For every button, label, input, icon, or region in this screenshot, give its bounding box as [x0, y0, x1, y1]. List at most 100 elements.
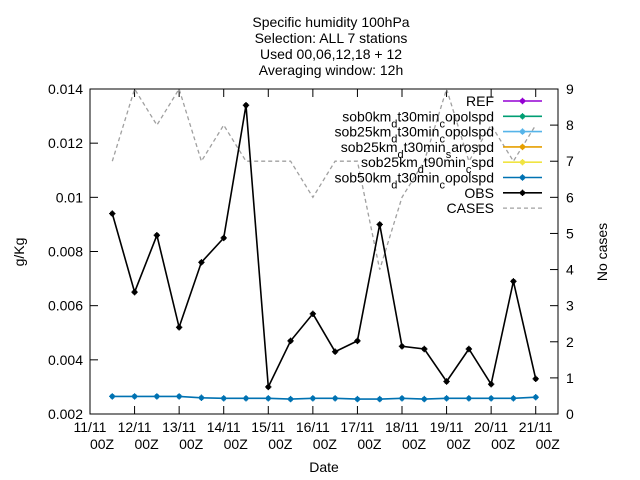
x-tick-label-date: 19/11	[430, 419, 464, 435]
data-point-cross-sob50km-dt30min-copolspd	[398, 395, 406, 402]
y2-tick-label: 6	[566, 189, 574, 205]
x-tick-label-date: 15/11	[251, 419, 285, 435]
x-tick-label-date: 20/11	[474, 419, 508, 435]
data-point-cross-sob50km-dt30min-copolspd	[465, 395, 473, 402]
y-tick-label: 0.004	[48, 352, 83, 368]
x-tick-label-hour: 00Z	[357, 436, 382, 452]
chart-title-line: Used 00,06,12,18 + 12	[260, 46, 402, 62]
data-point-cross-obs	[265, 383, 272, 391]
legend-key-marker-cross	[519, 128, 526, 135]
y-tick-label: 0.008	[48, 244, 83, 260]
legend-key-marker-cross	[519, 174, 526, 181]
data-point-cross-sob50km-dt30min-copolspd	[220, 395, 227, 402]
data-point-cross-sob50km-dt30min-copolspd	[487, 395, 495, 402]
data-point-cross-sob50km-dt30min-copolspd	[421, 395, 428, 403]
x-tick-label-hour: 00Z	[90, 436, 115, 452]
data-point-cross-obs	[510, 278, 517, 285]
data-point-cross-obs	[354, 337, 361, 345]
data-point-cross-sob50km-dt30min-copolspd	[131, 393, 138, 400]
legend-label: OBS	[464, 185, 494, 201]
legend-key-marker-cross	[519, 97, 526, 105]
y2-tick-label: 0	[566, 406, 574, 422]
x-axis-ticks: 11/1100Z12/1100Z13/1100Z14/1100Z15/1100Z…	[74, 89, 561, 452]
data-point-cross-sob50km-dt30min-copolspd	[287, 395, 294, 403]
data-point-cross-sob50km-dt30min-copolspd	[153, 393, 161, 400]
data-point-cross-obs	[153, 232, 161, 239]
data-point-cross-sob50km-dt30min-copolspd	[175, 393, 183, 400]
y2-tick-label: 4	[566, 262, 574, 278]
data-point-cross-obs	[175, 324, 183, 331]
x-tick-label-date: 11/11	[74, 419, 107, 435]
y2-tick-label: 8	[566, 117, 574, 133]
x-tick-label-date: 14/11	[207, 419, 241, 435]
data-point-cross-sob50km-dt30min-copolspd	[331, 395, 339, 402]
legend-label: sob50kmdt30mincopolspd	[334, 170, 494, 192]
data-point-cross-sob50km-dt30min-copolspd	[109, 393, 116, 400]
x-tick-label-date: 17/11	[340, 419, 374, 435]
data-point-cross-sob50km-dt30min-copolspd	[443, 395, 450, 402]
x-tick-label-hour: 00Z	[536, 436, 561, 452]
y2-axis-ticks: 0 1 2 3 4 5 6 7 8 9	[550, 81, 574, 422]
legend-label: CASES	[447, 200, 494, 216]
y2-tick-label: 5	[566, 225, 574, 241]
data-point-cross-sob50km-dt30min-copolspd	[510, 395, 517, 402]
legend-label: sob25kmdt90mincspd	[361, 154, 494, 176]
y-tick-label: 0.014	[48, 81, 83, 97]
y-tick-label: 0.01	[56, 189, 83, 205]
data-point-cross-obs	[465, 345, 473, 353]
data-point-cross-obs	[242, 102, 250, 109]
data-point-cross-obs	[487, 381, 495, 388]
data-point-cross-sob50km-dt30min-copolspd	[354, 395, 361, 403]
x-tick-label-date: 18/11	[385, 419, 419, 435]
legend-key-marker-cross	[519, 159, 526, 166]
data-point-cross-sob50km-dt30min-copolspd	[309, 395, 317, 402]
data-point-cross-obs	[443, 378, 450, 385]
legend-label: sob25kmdt30minsarospd	[341, 139, 494, 161]
data-point-cross-obs	[309, 310, 317, 317]
data-point-cross-obs	[220, 234, 227, 242]
y2-tick-label: 3	[566, 298, 574, 314]
legend-key-marker-cross	[519, 143, 526, 151]
y2-tick-label: 7	[566, 153, 574, 169]
data-point-cross-obs	[376, 221, 383, 228]
data-point-cross-obs	[532, 375, 539, 382]
legend-key-marker-cross	[519, 113, 526, 120]
x-tick-label-hour: 00Z	[135, 436, 160, 452]
x-tick-label-date: 12/11	[118, 419, 152, 435]
data-point-cross-obs	[109, 210, 116, 217]
x-tick-label-date: 21/11	[519, 419, 553, 435]
y2-tick-label: 9	[566, 81, 574, 97]
x-tick-label-hour: 00Z	[313, 436, 338, 452]
x-tick-label-hour: 00Z	[491, 436, 516, 452]
x-tick-label-hour: 00Z	[402, 436, 427, 452]
y-tick-label: 0.002	[48, 406, 83, 422]
y2-tick-label: 1	[566, 370, 574, 386]
y2-axis-label: No cases	[594, 223, 610, 281]
data-point-cross-obs	[398, 343, 406, 350]
data-point-cross-sob50km-dt30min-copolspd	[532, 394, 539, 401]
legend-label: REF	[466, 93, 494, 109]
x-tick-label-hour: 00Z	[447, 436, 472, 452]
x-axis-label: Date	[309, 459, 339, 475]
y-tick-label: 0.006	[48, 298, 83, 314]
chart-title-line: Averaging window: 12h	[259, 62, 404, 78]
data-point-cross-sob50km-dt30min-copolspd	[265, 395, 272, 402]
legend-label: sob25kmdt30mincopolspd	[334, 124, 494, 146]
legend-key-marker-cross	[519, 189, 526, 196]
x-tick-label-date: 16/11	[296, 419, 330, 435]
x-tick-label-hour: 00Z	[179, 436, 204, 452]
series	[109, 86, 539, 403]
data-point-cross-obs	[421, 345, 428, 353]
data-point-cross-obs	[331, 348, 339, 355]
x-tick-label-date: 13/11	[162, 419, 196, 435]
data-point-cross-obs	[198, 259, 205, 266]
x-tick-label-hour: 00Z	[224, 436, 249, 452]
legend: REFsob0kmdt30mincopolspdsob25kmdt30minco…	[334, 93, 542, 216]
data-point-cross-obs	[287, 337, 294, 345]
y-axis-ticks: 0.002 0.004 0.006 0.008 0.01 0.012 0.014	[48, 81, 98, 422]
y-axis-label: g/Kg	[11, 238, 27, 267]
series-line-cases	[111, 86, 537, 270]
chart-title-line: Specific humidity 100hPa	[252, 14, 409, 30]
